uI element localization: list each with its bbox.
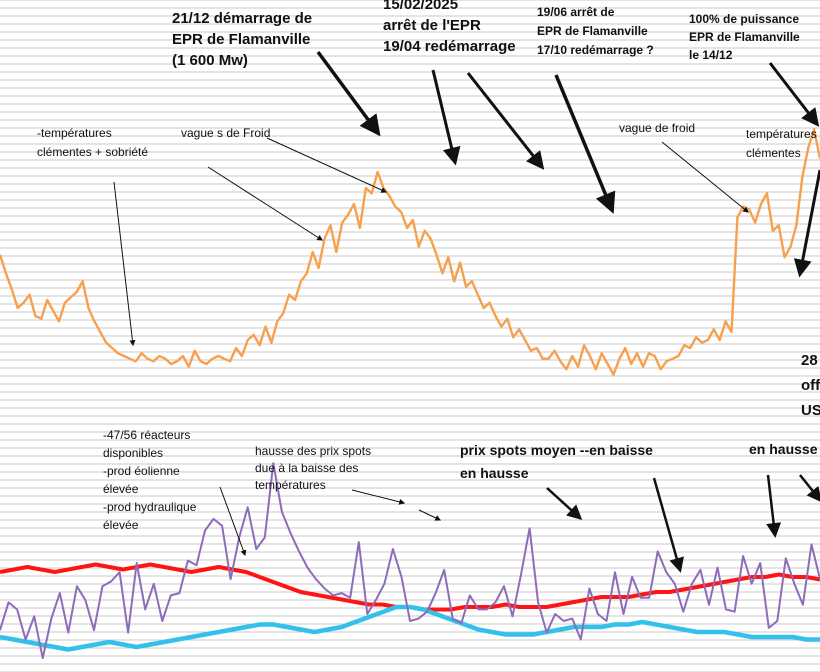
annotation-arrow <box>793 169 820 278</box>
cyan-series <box>0 604 820 652</box>
annotation-arrow <box>207 166 324 241</box>
cyan-line <box>0 604 820 652</box>
annotation-line: US <box>801 402 820 419</box>
demand-line <box>0 128 820 376</box>
annotation-line: EPR de Flamanville <box>537 24 648 38</box>
annotation-line: élevée <box>103 482 139 496</box>
annotation-line: due à la baisse des <box>255 461 359 475</box>
annotation-line: -prod hydraulique <box>103 500 197 514</box>
annotation-line: EPR de Flamanville <box>689 30 800 44</box>
annotation-line: disponibles <box>103 446 164 460</box>
annotation-arrow <box>466 72 545 170</box>
annotation-arrow <box>351 489 406 505</box>
annotation-line: off <box>801 377 820 394</box>
annotation-line: températures <box>255 478 326 492</box>
spot-price-series <box>0 462 820 660</box>
annotation-arrow <box>799 474 820 503</box>
annotation-epr-stop: 15/02/2025 arrêt de l'EPR 19/04 redémarr… <box>383 0 516 57</box>
annotation-epr-full: 100% de puissance EPR de Flamanville le … <box>689 10 800 64</box>
annotation-spot-avg: prix spots moyen --en baisse en hausse <box>460 439 653 485</box>
annotation-hausse-right: en hausse <box>749 441 818 457</box>
annotation-line: 17/10 redémarrage ? <box>537 43 654 57</box>
annotation-line: arrêt de l'EPR <box>383 17 481 34</box>
spot-price-line <box>0 462 820 660</box>
annotation-cut-right: 28 off US <box>801 348 820 423</box>
annotation-epr-stop2: 19/06 arrêt de EPR de Flamanville 17/10 … <box>537 3 654 60</box>
demand-series <box>0 128 820 376</box>
annotation-line: -températures <box>37 126 112 140</box>
annotation-line: élevée <box>103 518 139 532</box>
annotation-arrow <box>431 69 461 166</box>
annotation-cold-wave2: vague de froid <box>619 121 696 135</box>
annotation-line: 19/06 arrêt de <box>537 5 615 19</box>
annotation-line: le 14/12 <box>689 48 733 62</box>
annotation-line: clémentes <box>746 146 801 160</box>
annotation-reactors: -47/56 réacteurs disponibles -prod éolie… <box>103 426 196 534</box>
annotation-line: EPR de Flamanville <box>172 31 311 48</box>
annotation-arrow <box>316 50 381 137</box>
annotation-line: 19/04 redémarrage <box>383 38 516 55</box>
annotation-arrow <box>266 137 388 193</box>
annotation-arrow <box>768 62 820 127</box>
annotation-line: (1 600 Mw) <box>172 52 248 69</box>
annotation-arrow <box>554 74 616 214</box>
annotation-line: -47/56 réacteurs <box>103 428 191 442</box>
annotation-mild-temps2: températures clémentes <box>746 125 817 163</box>
annotation-arrow <box>766 474 782 538</box>
annotation-line: clémentes + sobriété <box>37 145 149 159</box>
annotation-line: prix spots moyen --en baisse <box>460 442 653 458</box>
annotation-arrow <box>546 487 583 521</box>
annotation-line: 15/02/2025 <box>383 0 459 13</box>
annotation-arrow <box>418 509 442 521</box>
annotation-arrows <box>113 50 820 573</box>
annotation-line: températures <box>746 127 817 141</box>
annotation-line: en hausse <box>460 465 529 481</box>
annotation-cold-waves: vague s de Froid <box>181 126 271 140</box>
annotation-spot-rise: hausse des prix spots due à la baisse de… <box>255 443 371 494</box>
annotation-arrow <box>652 477 684 573</box>
annotation-arrow <box>219 486 247 557</box>
annotation-line: 21/12 démarrage de <box>172 10 313 27</box>
annotation-arrow <box>113 181 136 347</box>
annotation-arrow <box>661 141 749 213</box>
annotation-epr-start: 21/12 démarrage de EPR de Flamanville (1… <box>172 8 312 71</box>
annotation-line: hausse des prix spots <box>255 444 372 458</box>
annotation-line: 100% de puissance <box>689 12 800 26</box>
annotation-mild-temps: -températures clémentes + sobriété <box>37 124 148 162</box>
annotation-line: 28 <box>801 352 818 369</box>
annotation-line: -prod éolienne <box>103 464 180 478</box>
